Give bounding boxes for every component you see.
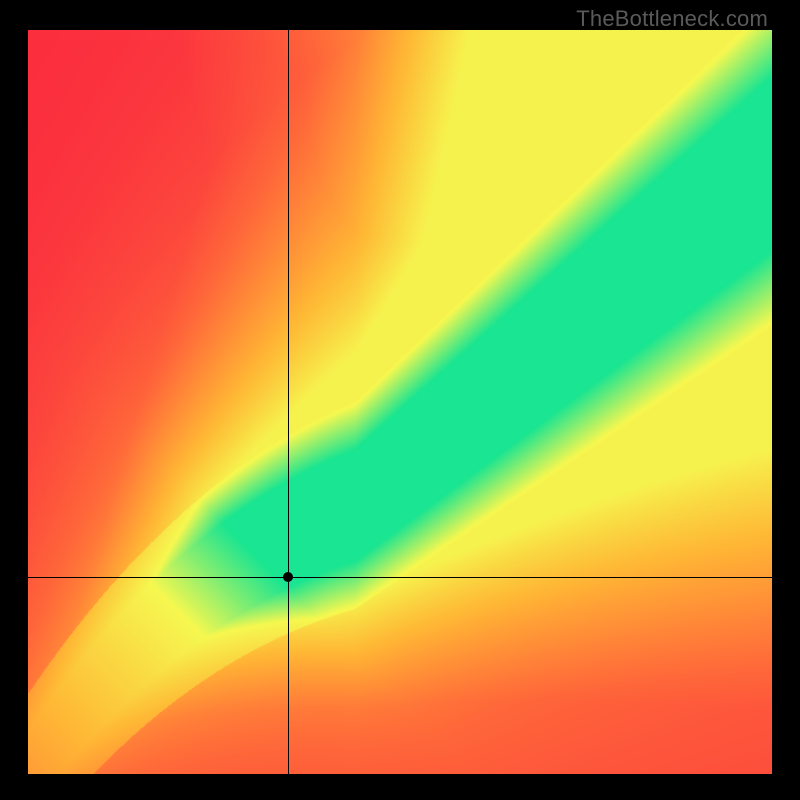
crosshair-vertical <box>288 30 289 774</box>
data-point-marker <box>283 572 293 582</box>
heatmap-canvas <box>28 30 772 774</box>
plot-frame <box>28 30 772 774</box>
crosshair-horizontal <box>28 577 772 578</box>
watermark-attribution: TheBottleneck.com <box>576 6 768 32</box>
